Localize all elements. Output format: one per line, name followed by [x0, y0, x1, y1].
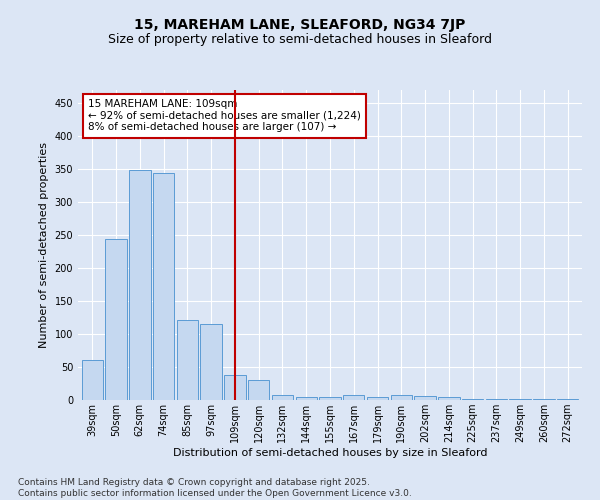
Text: Size of property relative to semi-detached houses in Sleaford: Size of property relative to semi-detach…	[108, 32, 492, 46]
Text: 15, MAREHAM LANE, SLEAFORD, NG34 7JP: 15, MAREHAM LANE, SLEAFORD, NG34 7JP	[134, 18, 466, 32]
Text: 15 MAREHAM LANE: 109sqm
← 92% of semi-detached houses are smaller (1,224)
8% of : 15 MAREHAM LANE: 109sqm ← 92% of semi-de…	[88, 100, 361, 132]
Bar	[82, 360, 103, 400]
Bar	[248, 380, 269, 400]
Y-axis label: Number of semi-detached properties: Number of semi-detached properties	[39, 142, 49, 348]
Bar	[319, 396, 341, 400]
Text: Contains HM Land Registry data © Crown copyright and database right 2025.
Contai: Contains HM Land Registry data © Crown c…	[18, 478, 412, 498]
Bar	[106, 239, 127, 400]
X-axis label: Distribution of semi-detached houses by size in Sleaford: Distribution of semi-detached houses by …	[173, 448, 487, 458]
Bar	[153, 173, 174, 400]
Bar	[343, 396, 364, 400]
Bar	[296, 396, 317, 400]
Bar	[272, 394, 293, 400]
Bar	[129, 170, 151, 400]
Bar	[200, 324, 222, 400]
Bar	[367, 396, 388, 400]
Bar	[176, 320, 198, 400]
Bar	[391, 396, 412, 400]
Bar	[224, 375, 245, 400]
Bar	[438, 398, 460, 400]
Bar	[415, 396, 436, 400]
